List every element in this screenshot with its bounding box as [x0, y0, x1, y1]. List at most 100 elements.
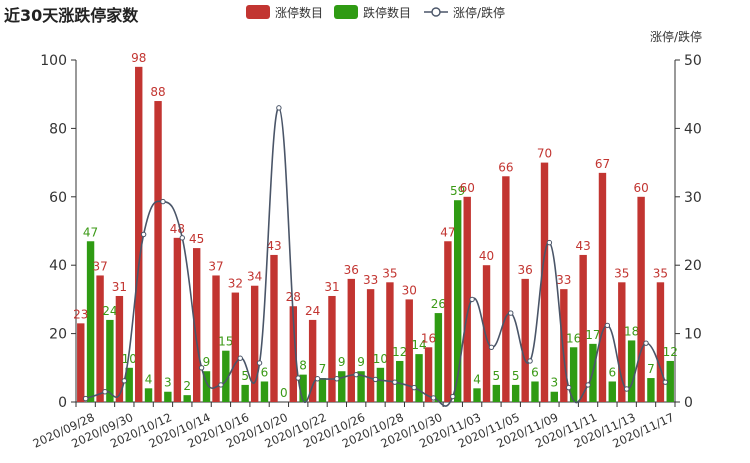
bar-limit-up	[96, 275, 104, 402]
point-ratio	[82, 395, 89, 402]
data-label-limit-up: 98	[131, 51, 146, 65]
bar-limit-down	[357, 371, 365, 402]
data-label-limit-down: 5	[512, 369, 520, 383]
data-label-limit-up: 31	[324, 280, 339, 294]
point-ratio	[160, 198, 166, 205]
bar-limit-up	[347, 278, 355, 402]
bar-limit-up	[135, 66, 143, 402]
legend-swatch-limit-down	[334, 5, 358, 19]
point-ratio	[121, 378, 128, 384]
point-ratio	[604, 322, 611, 329]
bar-limit-down	[647, 378, 655, 402]
bar-limit-down	[299, 374, 307, 402]
bar-limit-up	[618, 282, 626, 402]
legend-swatch-limit-up	[246, 5, 270, 19]
bar-limit-down	[376, 367, 385, 402]
bar-limit-up	[270, 254, 278, 402]
y-left-tick-label: 80	[49, 121, 67, 137]
point-ratio	[662, 379, 669, 385]
bar-limit-up	[598, 172, 607, 402]
bar-limit-down	[531, 381, 539, 402]
bar-limit-down	[144, 388, 153, 402]
bar-limit-down	[222, 350, 230, 402]
bar-limit-up	[463, 196, 471, 402]
chart-title: 近30天涨跌停家数	[4, 6, 139, 25]
bar-limit-down	[106, 319, 114, 402]
y-right-tick-label: 10	[684, 327, 702, 343]
bar-limit-up	[77, 323, 85, 402]
point-ratio	[450, 393, 456, 400]
bar-limit-up	[502, 176, 510, 402]
bar-limit-down	[627, 340, 636, 402]
data-label-limit-down: 16	[566, 331, 581, 345]
data-label-limit-down: 10	[122, 352, 137, 366]
data-label-limit-up: 36	[518, 263, 533, 277]
data-label-limit-up: 37	[92, 259, 107, 273]
data-label-limit-up: 23	[73, 307, 88, 321]
data-label-limit-up: 36	[344, 263, 359, 277]
bar-limit-up	[173, 237, 182, 402]
data-label-limit-up: 43	[266, 239, 281, 253]
bar-limit-down	[338, 371, 346, 402]
data-label-limit-up: 35	[382, 266, 397, 280]
point-ratio	[372, 376, 379, 383]
point-ratio	[295, 375, 301, 381]
y-left-tick-label: 20	[49, 327, 67, 343]
point-ratio	[411, 384, 417, 391]
bar-limit-up	[154, 101, 162, 402]
data-label-limit-down: 18	[624, 324, 639, 338]
point-ratio	[643, 340, 649, 346]
data-label-limit-up: 31	[112, 280, 127, 294]
data-label-limit-down: 15	[218, 335, 233, 349]
data-label-limit-up: 30	[402, 283, 417, 297]
data-label-limit-up: 32	[228, 277, 243, 291]
data-label-limit-down: 9	[338, 355, 346, 369]
data-label-limit-up: 60	[460, 181, 475, 195]
data-label-limit-down: 59	[450, 184, 465, 198]
bar-limit-down	[550, 391, 559, 402]
point-ratio	[256, 360, 263, 366]
y-right-tick-label: 50	[684, 53, 702, 69]
point-ratio	[353, 371, 359, 378]
data-label-limit-up: 16	[421, 331, 436, 345]
legend-swatch-ratio-point	[431, 7, 441, 17]
data-label-limit-down: 5	[241, 369, 249, 383]
y-left-tick-label: 40	[49, 258, 67, 274]
y-right-axis-title: 涨停/跌停	[650, 29, 702, 44]
point-ratio	[469, 296, 475, 303]
bar-limit-down	[164, 391, 172, 402]
bar-limit-down	[396, 360, 404, 402]
data-label-limit-up: 24	[305, 304, 320, 318]
bar-limit-down	[511, 384, 520, 402]
data-label-limit-up: 47	[440, 225, 455, 239]
data-label-limit-down: 10	[373, 352, 388, 366]
data-label-limit-down: 7	[319, 362, 327, 376]
data-label-limit-down: 24	[102, 304, 117, 318]
point-ratio	[102, 389, 108, 395]
bar-limit-up	[212, 275, 220, 402]
data-label-limit-down: 4	[145, 372, 153, 386]
bar-limit-up	[366, 289, 375, 402]
bar-limit-up	[521, 278, 529, 402]
point-ratio	[508, 310, 514, 316]
y-right-tick-label: 30	[684, 190, 702, 206]
bar-limit-up	[328, 295, 336, 402]
data-label-limit-up: 40	[479, 249, 494, 263]
y-left-tick-label: 60	[49, 190, 67, 206]
data-label-limit-down: 14	[411, 338, 426, 352]
data-label-limit-down: 4	[473, 372, 481, 386]
data-label-limit-down: 12	[663, 345, 678, 359]
data-label-limit-down: 2	[183, 379, 191, 393]
bar-limit-up	[405, 299, 413, 402]
bar-limit-up	[560, 289, 568, 402]
bar-limit-down	[241, 384, 249, 402]
bar-limit-down	[86, 241, 95, 402]
y-right-tick-label: 0	[684, 395, 693, 411]
bar-limit-down	[666, 360, 674, 402]
point-ratio	[392, 379, 398, 385]
point-ratio	[623, 386, 630, 392]
bar-limit-down	[569, 347, 578, 402]
data-label-limit-up: 35	[653, 266, 668, 280]
point-ratio	[566, 384, 572, 391]
